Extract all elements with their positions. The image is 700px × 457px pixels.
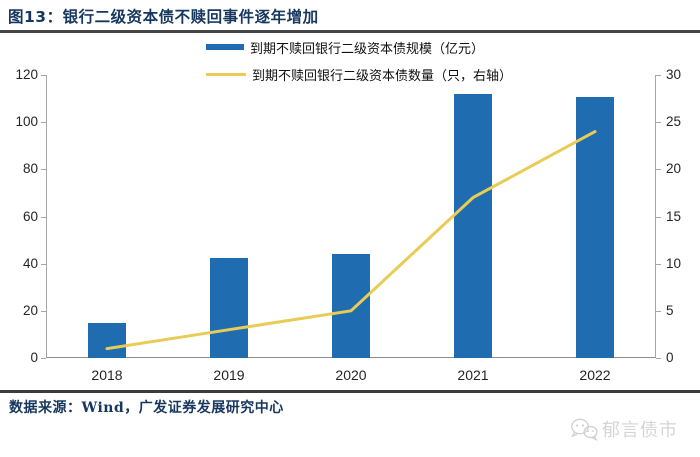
y-axis-right-tick — [656, 75, 661, 76]
x-axis-label-2018: 2018 — [91, 367, 123, 383]
watermark: 郁言债市 — [570, 416, 678, 442]
y-axis-left-tick-label: 0 — [30, 350, 38, 365]
y-axis-right-tick-label: 0 — [666, 350, 674, 365]
title-divider — [0, 30, 700, 33]
y-axis-left-tick — [41, 358, 46, 359]
y-axis-right-tick — [656, 169, 661, 171]
chart-legend: 到期不赎回银行二级资本债规模（亿元） 到期不赎回银行二级资本债数量（只，右轴） — [206, 37, 512, 91]
wechat-icon — [570, 418, 598, 441]
y-axis-left-tick-label: 40 — [22, 255, 38, 271]
legend-item-label: 到期不赎回银行二级资本债规模（亿元） — [250, 41, 485, 57]
legend-item-label: 到期不赎回银行二级资本债数量（只，右轴） — [252, 68, 513, 84]
y-axis-right-tick — [656, 122, 661, 124]
y-axis-left-tick — [41, 263, 46, 265]
x-axis-label-2022: 2022 — [579, 367, 611, 383]
y-axis-right-tick — [656, 358, 661, 359]
y-axis-right-tick-label: 10 — [666, 255, 682, 271]
watermark-text: 郁言债市 — [602, 420, 678, 441]
footer-divider — [0, 390, 700, 393]
y-axis-right-tick-label: 30 — [666, 67, 682, 82]
bar-2019 — [210, 257, 248, 358]
y-axis-right-tick-label: 5 — [666, 302, 674, 318]
y-axis-left-tick — [41, 122, 46, 124]
y-axis-right-tick — [656, 216, 661, 218]
y-axis-left-tick — [41, 310, 46, 312]
y-axis-left-tick-label: 120 — [15, 67, 38, 82]
bar-series-swatch — [206, 44, 244, 50]
y-axis-left-tick-label: 20 — [22, 302, 38, 318]
y-axis-left-tick — [41, 169, 46, 171]
y-axis-right-tick-label: 15 — [666, 208, 682, 224]
line-series-swatch — [206, 72, 246, 76]
bar-2018 — [88, 322, 126, 358]
legend-item-count: 到期不赎回银行二级资本债数量（只，右轴） — [206, 64, 512, 84]
y-axis-right-tick-label: 20 — [666, 161, 682, 177]
data-source-note: 数据来源：Wind，广发证券发展研究中心 — [9, 400, 284, 416]
legend-item-scale: 到期不赎回银行二级资本债规模（亿元） — [206, 37, 512, 57]
y-axis-right-tick-label: 25 — [666, 114, 682, 130]
y-axis-left-tick — [41, 75, 46, 76]
bar-2021 — [454, 93, 492, 358]
y-axis-left-tick — [41, 216, 46, 218]
bar-2022 — [576, 97, 614, 358]
x-axis-label-2020: 2020 — [335, 367, 367, 383]
x-axis-label-2019: 2019 — [213, 367, 245, 383]
x-axis-label-2021: 2021 — [457, 367, 489, 383]
y-axis-left-tick-label: 100 — [15, 114, 38, 130]
y-axis-right-tick — [656, 310, 661, 312]
count-line-series — [105, 130, 597, 351]
y-axis-left-tick-label: 60 — [22, 208, 38, 224]
count-line — [105, 130, 597, 351]
y-axis-right-tick — [656, 263, 661, 265]
figure-title: 图13：银行二级资本债不赎回事件逐年增加 — [8, 8, 319, 26]
y-axis-left-tick-label: 80 — [22, 161, 38, 177]
bar-2020 — [332, 254, 370, 358]
